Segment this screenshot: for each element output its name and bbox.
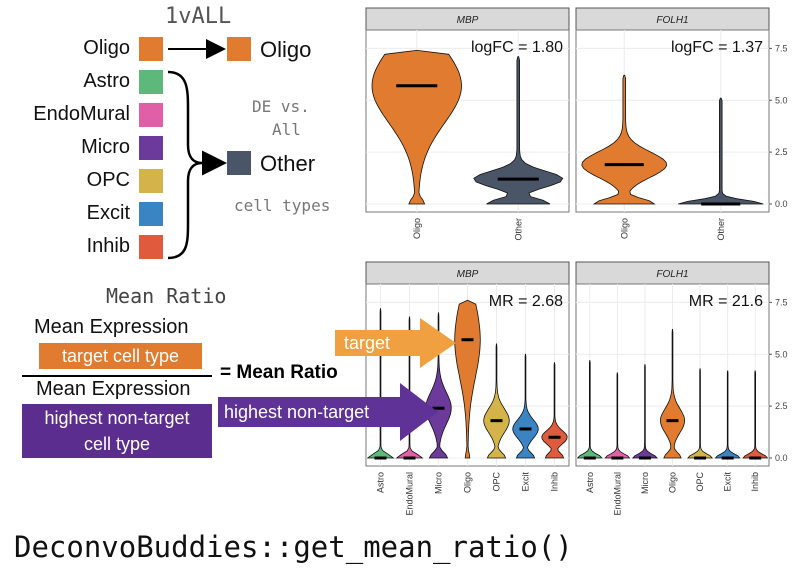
cell-type-label-endomural: EndoMural [33, 103, 130, 125]
violin [454, 299, 481, 459]
cell-type-label-astro: Astro [83, 70, 130, 92]
right-oligo-swatch [227, 37, 251, 61]
x-tick-label: EndoMural [612, 472, 622, 516]
violin [604, 372, 631, 459]
panel-annotation: logFC = 1.37 [671, 39, 763, 56]
facet-title: MBP [457, 15, 479, 26]
x-tick-label: Astro [585, 472, 595, 493]
y-tick-label: 7.5 [775, 297, 788, 307]
violin-panel-0-1: FOLH1 Oligo Other logFC = 1.37 0.0 2.5 5.0 7.5 [575, 7, 788, 241]
x-tick-label: Other [513, 218, 523, 241]
facet-title: MBP [457, 269, 479, 280]
violin [581, 74, 668, 205]
violin-charts: MBP Oligo Other logFC = 1.80 FOLH1 Oligo Other… [365, 7, 788, 516]
violin [631, 364, 659, 459]
violin [576, 360, 603, 459]
x-tick-label: Oligo [619, 218, 629, 239]
x-tick-label: Micro [640, 472, 650, 494]
panel-annotation: logFC = 1.80 [471, 39, 563, 56]
cell-type-label-micro: Micro [81, 136, 130, 158]
y-tick-label: 0.0 [775, 453, 788, 463]
right-other-label: Other [260, 151, 316, 176]
denominator-label: Mean Expression [36, 378, 191, 400]
cell-type-swatch-excit [139, 202, 163, 226]
violin [473, 56, 564, 205]
x-tick-label: Oligo [463, 472, 473, 493]
panel-annotation: MR = 21.6 [689, 293, 763, 310]
x-tick-label: Excit [723, 472, 733, 492]
callout-arrows [218, 318, 456, 441]
cell-types-text: cell types [234, 196, 331, 215]
violin [686, 368, 714, 459]
x-tick-label: OPC [492, 472, 502, 492]
facet-title: FOLH1 [656, 15, 688, 26]
cell-type-label-opc: OPC [86, 169, 130, 191]
panel-annotation: MR = 2.68 [489, 293, 563, 310]
denominator-box: highest non-target cell type [22, 404, 212, 458]
numerator-label: Mean Expression [34, 316, 189, 338]
x-tick-label: Other [716, 218, 726, 241]
function-call: DeconvoBuddies::get_mean_ratio() [14, 530, 573, 564]
cell-type-swatch-oligo [139, 37, 163, 61]
violin [714, 370, 741, 459]
x-tick-label: Oligo [412, 218, 422, 239]
denominator-box-line1: highest non-target [44, 408, 190, 428]
violin-panel-1-1: FOLH1 Astro EndoMural Micro Oligo OPC Excit Inh… [575, 261, 788, 516]
nontarget-arrow [218, 383, 438, 441]
equals-mean-ratio: = Mean Ratio [220, 362, 338, 383]
cell-type-swatch-astro [139, 70, 163, 94]
right-other-swatch [227, 151, 251, 175]
x-tick-label: Micro [434, 472, 444, 494]
violin [742, 370, 769, 459]
facet-title: FOLH1 [656, 269, 688, 280]
violin-panel-1-0: MBP Astro EndoMural Micro Oligo OPC Excit Inhib… [365, 261, 570, 516]
de-text-line2: All [272, 120, 301, 139]
cell-type-swatch-micro [139, 136, 163, 160]
cell-type-label-inhib: Inhib [86, 235, 130, 257]
x-tick-label: EndoMural [405, 472, 415, 516]
cell-type-label-excit: Excit [86, 202, 130, 224]
x-tick-label: Oligo [668, 472, 678, 493]
y-tick-label: 2.5 [775, 147, 788, 157]
onevall-title: 1vALL [165, 4, 232, 29]
denominator-box-line2: cell type [83, 434, 151, 454]
onevall-arrows [167, 39, 227, 260]
nontarget-arrow-label: highest non-target [224, 402, 370, 422]
violin [371, 50, 462, 205]
numerator-box: target cell type [39, 343, 202, 369]
cell-type-swatch-opc [139, 169, 163, 193]
y-tick-label: 2.5 [775, 401, 788, 411]
violin [483, 343, 510, 459]
x-tick-label: OPC [695, 472, 705, 492]
cell-type-swatch-endomural [139, 103, 163, 127]
x-tick-label: Astro [376, 472, 386, 493]
y-tick-label: 0.0 [775, 199, 788, 209]
violin [512, 353, 539, 459]
right-oligo-label: Oligo [260, 37, 312, 62]
y-tick-label: 5.0 [775, 95, 788, 105]
de-text-line1: DE vs. [252, 97, 310, 116]
target-arrow-label: target [344, 333, 391, 353]
target-arrow [335, 318, 456, 368]
y-tick-label: 5.0 [775, 349, 788, 359]
x-tick-label: Inhib [550, 472, 560, 492]
x-tick-label: Excit [521, 472, 531, 492]
cell-type-swatch-inhib [139, 235, 163, 259]
violin-panel-0-0: MBP Oligo Other logFC = 1.80 [365, 7, 570, 241]
mean-ratio-title: Mean Ratio [106, 284, 227, 308]
x-tick-label: Inhib [750, 472, 760, 492]
y-tick-label: 7.5 [775, 43, 788, 53]
cell-type-label-oligo: Oligo [83, 37, 130, 59]
violin [678, 97, 764, 205]
violin [659, 329, 686, 459]
fraction-bar [22, 375, 212, 377]
violin [541, 362, 568, 459]
